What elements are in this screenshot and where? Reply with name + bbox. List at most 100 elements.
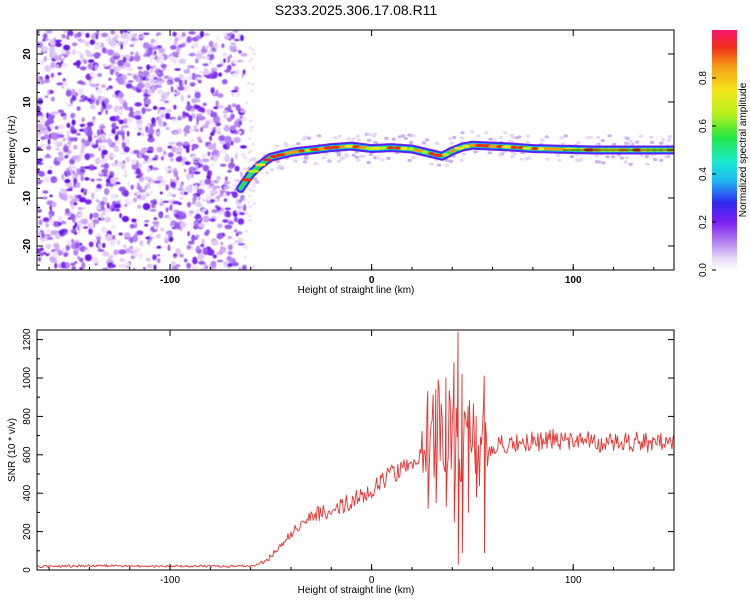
noise-speck [102,267,109,270]
noise-speck [204,178,212,185]
noise-speck [228,162,236,168]
noise-speck [252,182,256,185]
noise-speck [100,106,104,114]
noise-speck [75,51,82,54]
noise-speck [146,150,154,154]
noise-speck [93,135,99,138]
noise-speck [186,36,192,43]
ridge-halo-speck [336,153,342,157]
noise-speck [190,236,199,241]
noise-speck [201,153,206,160]
ridge-halo-speck [296,142,301,146]
noise-speck [142,203,151,211]
ridge-halo-speck [304,154,309,158]
noise-speck [233,137,241,144]
noise-speck [159,191,163,195]
noise-speck [122,56,127,63]
noise-speck [84,199,92,205]
ridge-halo-speck [403,136,408,140]
noise-speck [191,98,198,104]
noise-speck [88,164,95,171]
ridge-halo-speck [601,161,606,165]
ridge-peak [428,152,436,156]
noise-speck [80,174,84,182]
ridge-halo-speck [524,157,530,161]
noise-speck [200,109,206,113]
noise-speck [119,259,126,262]
noise-speck [114,203,121,209]
noise-speck [152,167,159,171]
noise-speck [106,87,109,91]
noise-speck [91,192,95,197]
noise-speck [167,193,173,197]
noise-speck [241,153,246,158]
noise-speck [200,117,206,120]
noise-speck [44,95,49,99]
noise-speck [71,119,76,126]
noise-speck [78,87,84,95]
noise-speck [141,132,145,137]
noise-speck [149,54,156,59]
noise-speck [159,98,166,102]
noise-speck [44,155,52,159]
noise-speck [185,146,190,154]
noise-speck [165,207,169,213]
ridge-halo-speck [306,136,312,140]
noise-speck [147,239,150,245]
noise-speck [108,133,115,137]
noise-speck [136,124,143,129]
ridge-peak [289,150,300,154]
noise-speck [222,219,229,223]
ridge-halo-speck [663,155,669,159]
noise-speck [134,232,139,237]
ridge-halo-speck [380,158,385,162]
noise-speck [122,133,125,141]
noise-speck [216,232,224,240]
ridge-peak [247,169,260,173]
noise-speck [194,184,198,191]
noise-speck [167,81,171,85]
noise-speck [55,39,62,43]
snr-x-ticks: -100 0 100 [48,330,655,586]
noise-speck [166,217,173,220]
noise-speck [65,245,70,251]
noise-speck [88,78,92,86]
noise-speck [120,30,124,35]
noise-speck [110,30,116,35]
noise-speck [219,163,227,167]
noise-speck [187,101,190,106]
spectrogram-x-tick-label: -100 [160,275,180,286]
noise-speck [234,240,242,244]
noise-speck [158,109,165,115]
ridge-halo-speck [607,134,612,138]
noise-speck [96,178,103,181]
noise-speck [243,198,247,202]
noise-speck [38,219,43,226]
noise-speck [156,258,161,264]
noise-speck [143,155,149,162]
noise-speck [52,251,59,258]
noise-speck [202,247,208,252]
noise-speck [130,85,134,89]
ridge-peak [454,146,465,150]
ridge-halo-speck [386,156,391,160]
noise-speck [211,70,216,75]
ridge-halo-speck [545,157,550,161]
snr-series-line [37,331,674,568]
ridge-halo-speck [264,171,270,175]
noise-speck [156,245,162,249]
noise-speck [196,136,202,141]
noise-speck [71,198,79,203]
noise-speck [130,184,134,190]
noise-speck [146,64,151,71]
noise-speck [57,215,63,222]
noise-speck [223,181,231,185]
spectrogram-y-tick-label: -10 [22,190,33,205]
noise-speck [210,67,218,72]
noise-speck [184,161,191,166]
noise-speck [173,131,178,134]
ridge-halo-speck [667,134,672,139]
noise-speck [96,30,100,33]
noise-speck [66,132,70,140]
noise-speck [207,248,215,256]
